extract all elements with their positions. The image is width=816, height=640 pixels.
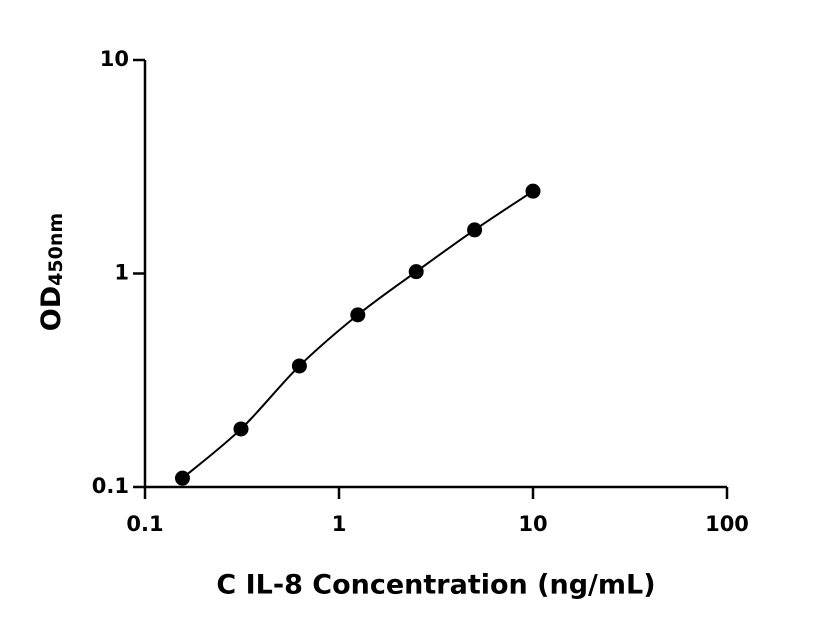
y-axis-title-main: OD — [36, 286, 67, 331]
y-tick-label: 10 — [100, 47, 129, 71]
data-point — [350, 307, 366, 323]
data-point — [174, 470, 190, 486]
y-axis-title-sub: 450nm — [45, 213, 67, 286]
data-point — [408, 264, 424, 280]
x-tick-label: 1 — [332, 512, 347, 536]
data-point — [233, 421, 249, 437]
x-tick-label: 0.1 — [126, 512, 163, 536]
x-tick-label: 10 — [518, 512, 547, 536]
data-point — [467, 222, 483, 238]
y-axis-title: OD450nm — [36, 213, 67, 331]
x-axis-title: C IL-8 Concentration (ng/mL) — [216, 570, 655, 601]
y-tick-label: 1 — [114, 261, 129, 285]
y-tick-label: 0.1 — [92, 474, 129, 498]
x-tick-label: 100 — [705, 512, 749, 536]
data-point — [525, 183, 541, 199]
data-point — [291, 358, 307, 374]
